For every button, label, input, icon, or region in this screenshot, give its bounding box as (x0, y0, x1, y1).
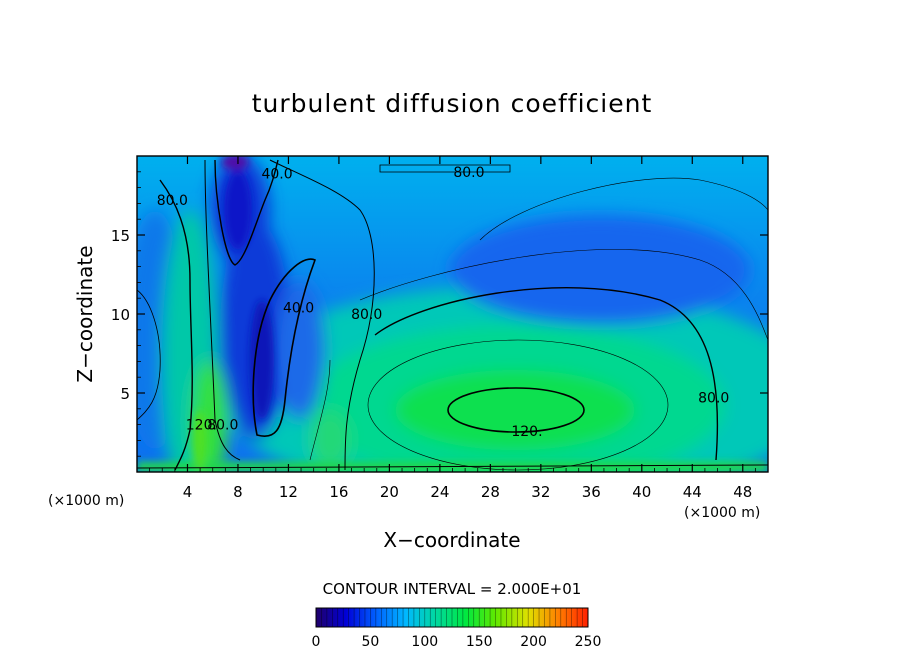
colorbar-tick-label: 100 (411, 634, 438, 650)
x-tick-label: 32 (531, 483, 550, 501)
contour-label: 120. (511, 424, 542, 440)
colorbar: 0 50 100 150 200 250 (312, 607, 602, 650)
y-axis: 5 10 15 (111, 171, 768, 457)
colorbar-ticks: 0 50 100 150 200 250 (312, 634, 602, 650)
contour-label: 80.0 (453, 165, 484, 181)
contour-label: 80.0 (698, 391, 729, 407)
colorbar-tick-label: 200 (520, 634, 547, 650)
heatmap-field (137, 156, 768, 472)
contour-label: 40.0 (261, 166, 292, 182)
x-tick-label: 20 (380, 483, 399, 501)
colorbar-tick-label: 50 (361, 634, 379, 650)
x-tick-label: 36 (582, 483, 601, 501)
contour-lines (137, 159, 768, 471)
y-tick-label: 10 (111, 306, 130, 324)
x-tick-label: 12 (279, 483, 298, 501)
contour-label: 40.0 (283, 301, 314, 317)
y-axis-title: Z−coordinate (73, 245, 97, 382)
x-unit-label-left: (×1000 m) (48, 493, 124, 509)
contour-label: 120. (186, 418, 217, 434)
chart-title: turbulent diffusion coefficient (252, 89, 653, 118)
x-axis: 4 8 12 16 20 24 28 32 36 40 44 48 (149, 156, 756, 501)
colorbar-stripes (321, 608, 583, 627)
x-unit-label-right: (×1000 m) (684, 505, 760, 521)
y-tick-label: 5 (120, 385, 130, 403)
x-tick-label: 28 (481, 483, 500, 501)
contour-label: 80.0 (157, 193, 188, 209)
colorbar-frame (315, 607, 589, 628)
x-tick-label: 40 (632, 483, 651, 501)
contour-interval-label: CONTOUR INTERVAL = 2.000E+01 (323, 580, 582, 598)
y-tick-label: 15 (111, 227, 130, 245)
x-tick-label: 16 (329, 483, 348, 501)
colorbar-tick-label: 250 (575, 634, 602, 650)
x-tick-label: 8 (233, 483, 243, 501)
x-tick-label: 4 (183, 483, 193, 501)
x-tick-label: 48 (733, 483, 752, 501)
colorbar-tick-label: 0 (312, 634, 321, 650)
x-tick-label: 44 (683, 483, 702, 501)
contour-label: 80.0 (351, 307, 382, 323)
colorbar-tick-label: 150 (466, 634, 493, 650)
x-axis-title: X−coordinate (383, 528, 520, 552)
contour-label: 80.0 (207, 418, 238, 434)
x-tick-label: 24 (430, 483, 449, 501)
